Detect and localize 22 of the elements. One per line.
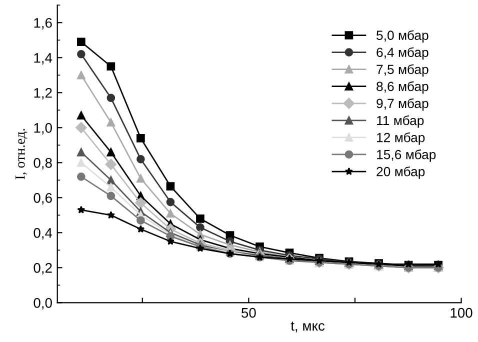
legend-label: 7,5 мбар [376,64,428,77]
x-tick-label: 100 [450,308,472,318]
legend-label: 12 мбар [377,132,425,145]
y-tick-label: 1,0 [34,122,52,134]
y-tick-label: 1,2 [34,88,52,100]
x-tick-label: 50 [242,308,256,318]
y-tick-label: 0,2 [34,263,52,274]
x-axis-title: t, мкс [290,322,325,332]
legend-label: 20 мбар [376,166,425,179]
y-tick-label: 1,4 [34,53,52,64]
legend-label: 15,6 мбар [377,149,436,162]
legend-label: 9,7 мбар [376,98,428,111]
y-axis-title: I, отн.ед. [16,128,28,180]
y-tick-label: 0,6 [34,192,52,204]
y-tick-label: 0,4 [34,228,52,240]
y-tick-label: 0,0 [34,298,52,310]
legend-label: 6,4 мбар [376,47,428,60]
y-tick-label: 0,8 [34,158,52,170]
y-tick-label: 1,6 [34,18,52,30]
legend-label: 5,0 мбар [376,30,428,43]
legend-label: 11 мбар [377,115,424,128]
legend-label: 8,6 мбар [376,81,428,94]
